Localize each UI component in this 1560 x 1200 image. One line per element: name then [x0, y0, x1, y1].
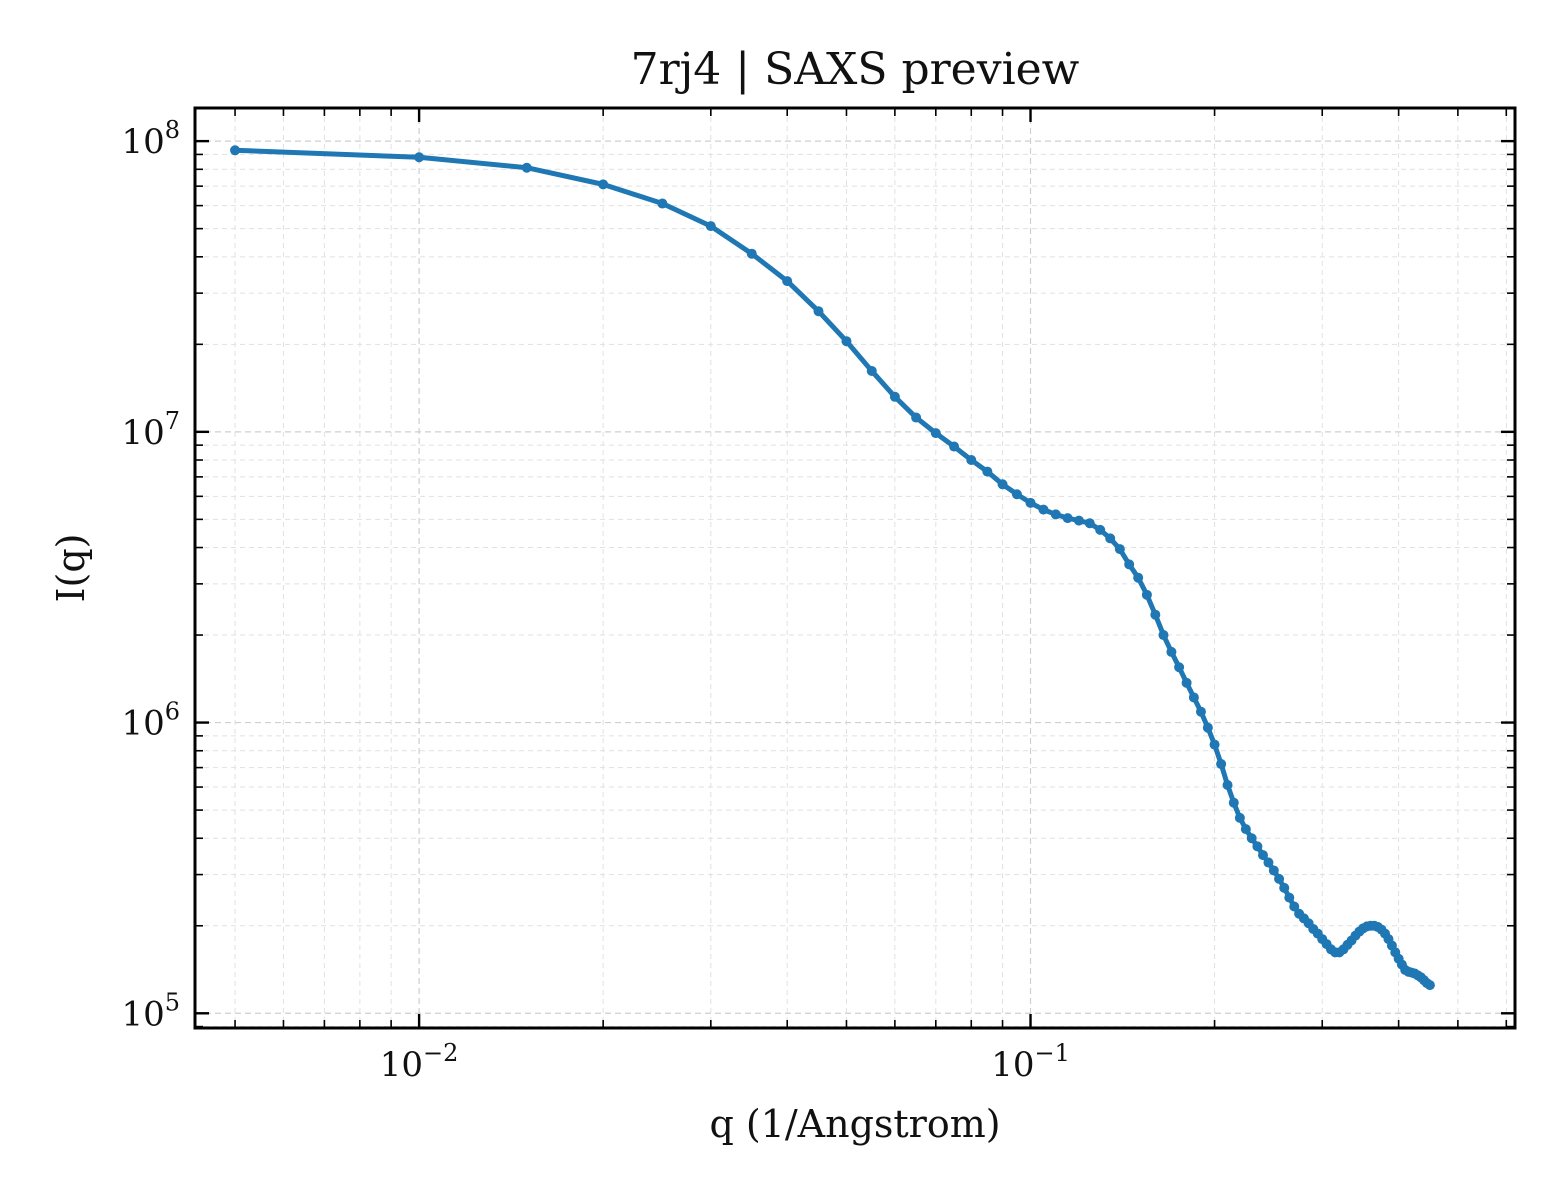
data-point: [1181, 677, 1192, 688]
data-point: [841, 336, 852, 347]
data-point: [1133, 572, 1144, 583]
data-point: [1084, 518, 1095, 529]
data-point: [866, 365, 877, 376]
data-point: [966, 455, 977, 466]
data-point: [1274, 873, 1285, 884]
data-point: [1050, 509, 1061, 520]
data-point: [889, 391, 900, 402]
data-point: [1216, 759, 1227, 770]
data-point: [1228, 797, 1239, 808]
data-point: [813, 306, 824, 317]
data-point: [1188, 692, 1199, 703]
x-axis-label: q (1/Angstrom): [709, 1102, 1000, 1146]
data-point: [982, 466, 993, 477]
axes-frame: [193, 106, 1517, 1030]
y-tick-label: 105: [121, 988, 180, 1034]
grid: [195, 108, 1515, 1028]
chart-title: 7rj4 | SAXS preview: [631, 44, 1080, 95]
data-point: [1284, 892, 1295, 903]
data-point: [657, 198, 668, 209]
y-tick-label: 108: [121, 116, 180, 162]
data-point: [1011, 489, 1022, 500]
y-axis-label: I(q): [49, 534, 93, 603]
data-point: [746, 248, 757, 259]
data-point: [1073, 515, 1084, 526]
data-point: [1202, 722, 1213, 733]
data-point: [1240, 824, 1251, 835]
data-point: [911, 412, 922, 423]
data-point: [1150, 609, 1161, 620]
axis-ticks: [195, 108, 1515, 1028]
data-point: [1141, 589, 1152, 600]
data-point: [1105, 533, 1116, 544]
data-point: [1095, 524, 1106, 535]
data-point: [1279, 882, 1290, 893]
data-point: [930, 428, 941, 439]
data-point: [1158, 630, 1169, 641]
data-point: [1246, 833, 1257, 844]
data-point: [1234, 812, 1245, 823]
data-point: [1209, 739, 1220, 750]
data-point: [1195, 706, 1206, 717]
data-point: [782, 276, 793, 287]
data-point: [1257, 850, 1268, 861]
data-point: [1252, 841, 1263, 852]
data-point: [1038, 504, 1049, 515]
data-point: [705, 221, 716, 232]
data-point: [1124, 559, 1135, 570]
data-point: [1174, 662, 1185, 673]
data-point: [1424, 980, 1435, 991]
data-point: [1222, 779, 1233, 790]
x-tick-label: 10−1: [991, 1039, 1070, 1085]
x-tick-label: 10−2: [380, 1039, 459, 1085]
data-point: [1025, 497, 1036, 508]
data-point: [414, 152, 425, 163]
y-tick-label: 107: [121, 407, 180, 453]
y-tick-label: 106: [121, 698, 180, 744]
data-point: [598, 179, 609, 190]
data-point: [1114, 544, 1125, 555]
data-point: [521, 162, 532, 173]
data-point: [1263, 857, 1274, 868]
data-point: [949, 441, 960, 452]
data-point: [1289, 901, 1300, 912]
data-point: [997, 479, 1008, 490]
data-point: [1268, 865, 1279, 876]
data-point: [230, 145, 241, 156]
tick-labels: 10−2 10−1 105 106 107 108: [121, 116, 1069, 1085]
data-point: [1062, 513, 1073, 524]
plot-area: [230, 145, 1435, 991]
data-point: [1166, 646, 1177, 657]
